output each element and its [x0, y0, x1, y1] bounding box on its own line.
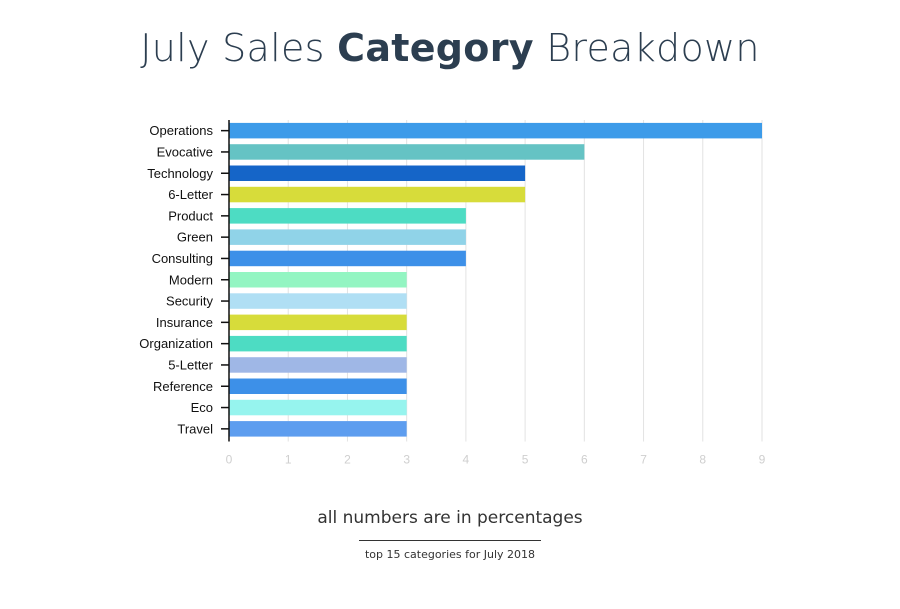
x-tick-label: 1	[285, 453, 292, 467]
bar	[229, 335, 407, 352]
bar	[229, 399, 407, 416]
category-label: Product	[168, 208, 213, 223]
category-label: Technology	[147, 166, 213, 181]
category-label: Consulting	[152, 251, 213, 266]
bar	[229, 186, 526, 203]
category-label: Operations	[149, 123, 213, 138]
category-label: Green	[177, 230, 213, 245]
bar	[229, 208, 466, 224]
bar	[229, 378, 407, 394]
x-tick-label: 2	[344, 453, 351, 467]
category-label: Organization	[139, 336, 213, 351]
bars	[229, 122, 762, 437]
bar	[229, 421, 407, 437]
x-tick-label: 7	[640, 453, 647, 467]
category-label: Travel	[177, 421, 213, 436]
category-label: 6-Letter	[168, 187, 213, 202]
footer-subtitle: top 15 categories for July 2018	[364, 548, 536, 561]
title-bold-word: Category	[337, 26, 534, 70]
bar	[229, 314, 407, 331]
category-label: Security	[166, 294, 213, 309]
bar	[229, 229, 466, 245]
category-label: Reference	[153, 379, 213, 394]
x-tick-label: 9	[759, 453, 766, 467]
x-tick-label: 0	[226, 453, 233, 467]
category-label: Evocative	[157, 144, 213, 159]
category-label: Insurance	[156, 315, 213, 330]
x-tick-label: 8	[699, 453, 706, 467]
bar	[229, 165, 526, 181]
x-tick-label: 5	[522, 453, 529, 467]
bar	[229, 272, 407, 288]
bar	[229, 144, 585, 160]
footer-divider	[359, 540, 541, 541]
bar	[229, 357, 407, 373]
x-tick-label: 6	[581, 453, 588, 467]
category-labels: Operations Evocative Technology 6-Letter Pro…	[139, 123, 229, 436]
title-part-1: July Sales	[140, 26, 338, 70]
x-tick-label: 3	[403, 453, 410, 467]
footer-note: all numbers are in percentages	[317, 508, 583, 528]
x-tick-labels: 0 1 2 3 4 5 6 7 8 9	[226, 453, 766, 467]
x-tick-label: 4	[463, 453, 470, 467]
title-part-2: Breakdown	[533, 26, 760, 70]
category-label: Modern	[169, 272, 213, 287]
bar	[229, 122, 762, 139]
bar	[229, 250, 466, 267]
category-label: 5-Letter	[168, 357, 213, 372]
category-label: Eco	[191, 400, 213, 415]
bar	[229, 293, 407, 309]
chart-title: July Sales Category Breakdown	[0, 26, 900, 70]
